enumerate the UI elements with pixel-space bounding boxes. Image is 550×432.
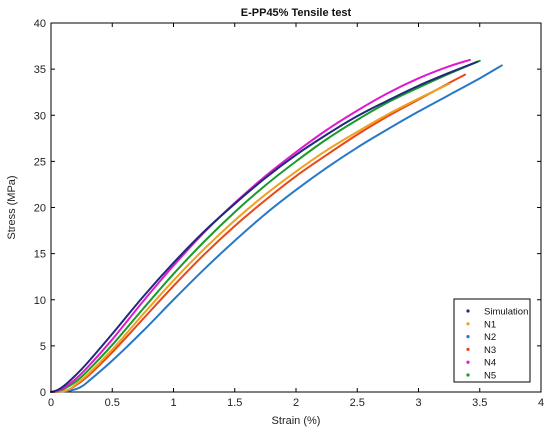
legend-marker bbox=[466, 335, 470, 339]
legend-marker bbox=[466, 309, 470, 313]
x-tick-label: 3 bbox=[415, 397, 421, 409]
legend-marker bbox=[466, 360, 470, 364]
series-lines bbox=[50, 58, 503, 393]
legend-box bbox=[453, 298, 531, 383]
y-tick-label: 10 bbox=[34, 295, 46, 307]
x-axis-label: Strain (%) bbox=[272, 415, 321, 427]
legend-label: N2 bbox=[484, 332, 496, 343]
x-tick-label: 1.5 bbox=[227, 397, 242, 409]
series-line-n1 bbox=[50, 82, 451, 393]
legend-marker bbox=[466, 322, 470, 326]
x-tick-label: 3.5 bbox=[472, 397, 487, 409]
y-tick-label: 5 bbox=[40, 341, 46, 353]
series-line-n5 bbox=[50, 59, 481, 393]
legend-label: Simulation bbox=[484, 307, 528, 318]
x-tick-label: 0.5 bbox=[105, 397, 120, 409]
series-line-simulation bbox=[50, 60, 479, 393]
x-tick-label: 4 bbox=[538, 397, 544, 409]
legend-marker bbox=[466, 347, 470, 351]
y-tick-label: 25 bbox=[34, 156, 46, 168]
legend-marker bbox=[466, 373, 470, 377]
series-line-n2 bbox=[50, 64, 503, 393]
y-axis-label: Stress (MPa) bbox=[6, 175, 18, 239]
x-tick-label: 0 bbox=[48, 397, 54, 409]
y-tick-label: 15 bbox=[34, 249, 46, 261]
x-tick-label: 2.5 bbox=[350, 397, 365, 409]
chart-title: E-PP45% Tensile test bbox=[241, 7, 352, 19]
legend-label: N3 bbox=[484, 345, 496, 356]
legend-label: N1 bbox=[484, 319, 496, 330]
x-tick-label: 1 bbox=[170, 397, 176, 409]
y-tick-label: 30 bbox=[34, 110, 46, 122]
y-tick-label: 35 bbox=[34, 64, 46, 76]
y-tick-label: 40 bbox=[34, 18, 46, 30]
legend-label: N5 bbox=[484, 371, 496, 382]
y-tick-label: 20 bbox=[34, 203, 46, 215]
x-tick-label: 2 bbox=[293, 397, 299, 409]
y-tick-label: 0 bbox=[40, 387, 46, 399]
legend-label: N4 bbox=[484, 358, 496, 369]
